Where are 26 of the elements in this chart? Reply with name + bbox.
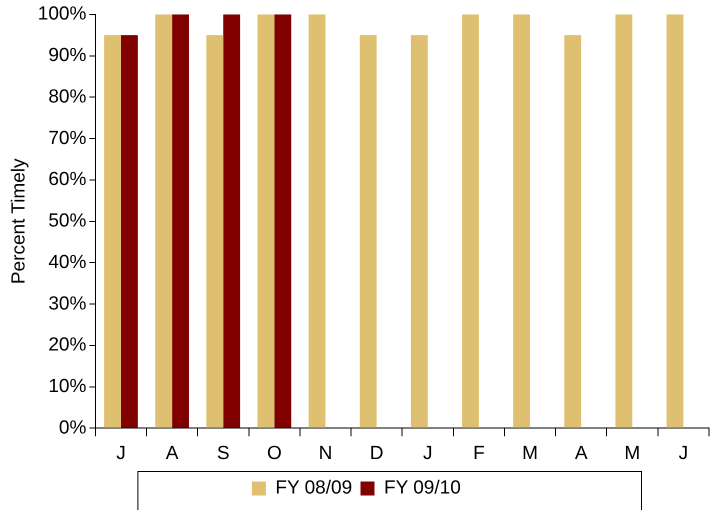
x-tick-label: O <box>266 442 282 464</box>
y-tick-label: 40% <box>48 252 86 273</box>
x-tick-label: F <box>473 442 485 464</box>
y-tick-label: 50% <box>48 210 86 232</box>
x-tick-label: M <box>624 442 640 464</box>
y-tick-label: 20% <box>48 334 86 356</box>
y-tick-label: 0% <box>58 417 86 438</box>
x-tick-label: J <box>423 442 433 464</box>
y-tick-label: 30% <box>48 293 86 314</box>
x-tick-label: M <box>522 442 538 464</box>
y-tick-label: 100% <box>38 4 86 25</box>
x-tick-label: S <box>216 442 230 464</box>
legend-label: FY 08/09 <box>275 478 352 499</box>
y-tick-label: 60% <box>48 169 86 190</box>
x-tick-label: A <box>166 442 179 464</box>
y-tick-label: 10% <box>48 376 86 398</box>
x-tick-label: A <box>574 442 588 464</box>
x-tick-label: N <box>318 442 332 464</box>
x-tick-label: D <box>370 442 384 464</box>
y-tick-label: 90% <box>48 45 86 66</box>
legend-label: FY 09/10 <box>384 478 461 499</box>
x-tick-label: J <box>678 442 688 464</box>
y-tick-label: 70% <box>48 128 86 149</box>
x-tick-label: J <box>116 442 126 464</box>
y-tick-label: 80% <box>48 86 86 108</box>
y-axis-title: Percent Timely <box>8 158 30 284</box>
